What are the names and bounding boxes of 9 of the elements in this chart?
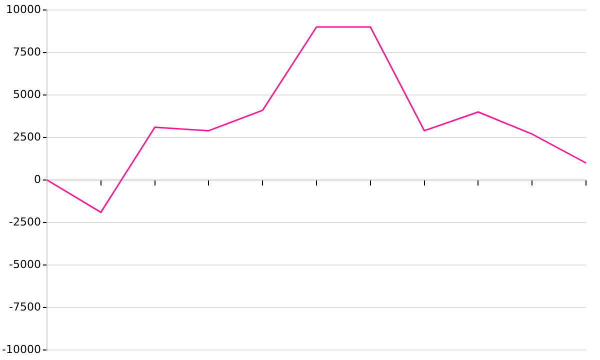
y-tick-label: 5000 <box>12 88 41 101</box>
y-tick-label: -2500 <box>8 215 41 228</box>
y-tick-label: -5000 <box>8 258 41 271</box>
y-tick-label: -10000 <box>2 342 41 356</box>
y-tick-label: 2500 <box>12 130 41 144</box>
y-tick-label: 10000 <box>6 2 41 16</box>
y-tick-label: 7500 <box>12 45 41 58</box>
y-tick-label: -7500 <box>8 300 41 314</box>
y-tick-label: 0 <box>34 172 41 186</box>
